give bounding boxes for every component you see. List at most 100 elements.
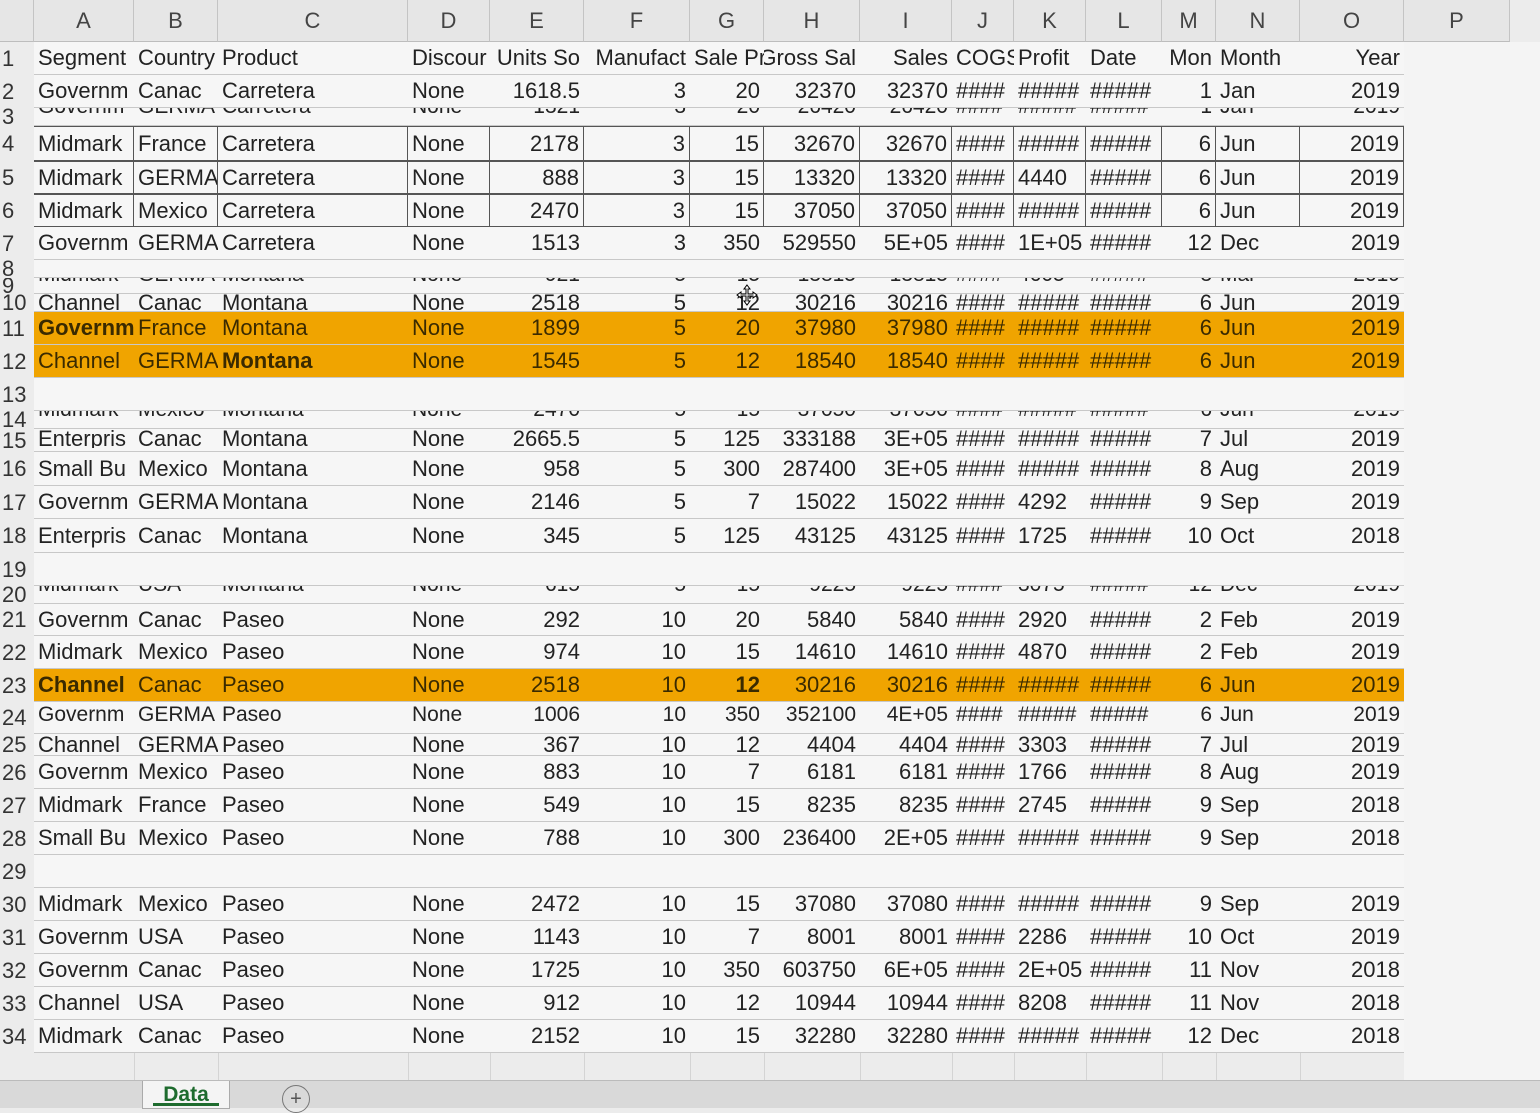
cell-e31[interactable]: 1143 bbox=[532, 924, 580, 949]
cell-j30[interactable]: #### bbox=[956, 891, 1005, 916]
cell-i3[interactable]: 26420 bbox=[860, 108, 952, 119]
cell-o30[interactable]: 2019 bbox=[1351, 891, 1400, 916]
cell-l29[interactable] bbox=[1086, 855, 1162, 887]
cell-b9[interactable]: GERMA bbox=[134, 278, 218, 287]
cell-d20[interactable]: None bbox=[408, 586, 490, 597]
cell-a29[interactable] bbox=[34, 855, 134, 887]
cell-d26[interactable]: None bbox=[412, 759, 465, 784]
cell-i31[interactable]: 8001 bbox=[899, 924, 948, 949]
cell-b23[interactable]: Canac bbox=[138, 672, 202, 697]
cell-a5[interactable]: Midmark bbox=[34, 162, 134, 193]
cell-g30[interactable]: 15 bbox=[735, 891, 760, 916]
cell-o1[interactable]: Year bbox=[1355, 45, 1400, 70]
cell-b32[interactable]: Canac bbox=[138, 957, 202, 982]
cell-l8[interactable] bbox=[1086, 260, 1162, 277]
cell-j14[interactable]: #### bbox=[952, 411, 1014, 422]
cell-g9[interactable]: 15 bbox=[690, 278, 764, 287]
cell-k17[interactable]: 4292 bbox=[1018, 489, 1067, 514]
cell-h25[interactable]: 4404 bbox=[807, 734, 856, 755]
cell-o21[interactable]: 2019 bbox=[1351, 606, 1400, 632]
column-header-p[interactable]: P bbox=[1404, 0, 1510, 42]
cell-b11[interactable]: France bbox=[138, 315, 207, 340]
cell-e29[interactable] bbox=[490, 855, 584, 887]
cell-n33[interactable]: Nov bbox=[1220, 990, 1260, 1015]
cell-f23[interactable]: 10 bbox=[661, 672, 686, 697]
cell-m11[interactable]: 6 bbox=[1199, 315, 1212, 340]
cell-j1[interactable]: COGS bbox=[956, 45, 1014, 70]
cell-k18[interactable]: 1725 bbox=[1018, 522, 1067, 548]
cell-o7[interactable]: 2019 bbox=[1351, 230, 1400, 255]
cell-k6[interactable]: ##### bbox=[1014, 195, 1086, 226]
row-header-25[interactable]: 25 bbox=[2, 734, 27, 756]
cell-m28[interactable]: 9 bbox=[1199, 825, 1212, 850]
cell-m24[interactable]: 6 bbox=[1200, 703, 1212, 726]
cell-e11[interactable]: 1899 bbox=[531, 315, 580, 340]
cell-d30[interactable]: None bbox=[412, 891, 465, 916]
cell-d16[interactable]: None bbox=[412, 455, 465, 481]
cell-k21[interactable]: 2920 bbox=[1018, 606, 1067, 632]
cell-b19[interactable] bbox=[134, 553, 218, 585]
cell-i4[interactable]: 32670 bbox=[860, 127, 952, 160]
cell-k33[interactable]: 8208 bbox=[1018, 990, 1067, 1015]
row-header-14[interactable]: 14 bbox=[2, 411, 27, 429]
row-header-34[interactable]: 34 bbox=[2, 1023, 27, 1049]
cell-g28[interactable]: 300 bbox=[723, 825, 760, 850]
cell-m20[interactable]: 12 bbox=[1162, 586, 1216, 597]
cell-m16[interactable]: 8 bbox=[1199, 455, 1212, 481]
cell-d9[interactable]: None bbox=[408, 278, 490, 287]
cell-l1[interactable]: Date bbox=[1090, 45, 1137, 70]
cell-o13[interactable] bbox=[1300, 378, 1404, 410]
cell-l2[interactable]: ##### bbox=[1090, 78, 1152, 103]
cell-l18[interactable]: ##### bbox=[1090, 522, 1152, 548]
cell-m18[interactable]: 10 bbox=[1187, 522, 1212, 548]
cell-n8[interactable] bbox=[1216, 260, 1300, 277]
cell-b14[interactable]: Mexico bbox=[134, 411, 218, 422]
cell-g6[interactable]: 15 bbox=[690, 195, 764, 226]
row-header-11[interactable]: 11 bbox=[2, 315, 25, 341]
cell-i13[interactable] bbox=[860, 378, 952, 410]
cell-i10[interactable]: 30216 bbox=[886, 294, 948, 311]
row-header-10[interactable]: 10 bbox=[2, 294, 27, 312]
cell-e33[interactable]: 912 bbox=[543, 990, 580, 1015]
cell-e20[interactable]: 615 bbox=[490, 586, 584, 597]
cell-c14[interactable]: Montana bbox=[218, 411, 408, 422]
row-header-30[interactable]: 30 bbox=[2, 891, 27, 917]
cell-a23[interactable]: Channel bbox=[38, 672, 125, 697]
cell-o10[interactable]: 2019 bbox=[1351, 294, 1400, 311]
cell-a7[interactable]: Governm bbox=[38, 230, 129, 255]
cell-a1[interactable]: Segment bbox=[38, 45, 127, 70]
cell-c6[interactable]: Carretera bbox=[218, 195, 408, 226]
cell-l12[interactable]: ##### bbox=[1090, 348, 1152, 373]
cell-j28[interactable]: #### bbox=[956, 825, 1005, 850]
cell-o19[interactable] bbox=[1300, 553, 1404, 585]
cell-d8[interactable] bbox=[408, 260, 490, 277]
cell-d24[interactable]: None bbox=[412, 703, 463, 726]
cell-g21[interactable]: 20 bbox=[735, 606, 760, 632]
cell-j23[interactable]: #### bbox=[956, 672, 1005, 697]
cell-j11[interactable]: #### bbox=[956, 315, 1005, 340]
cell-m5[interactable]: 6 bbox=[1162, 162, 1216, 193]
cell-c20[interactable]: Montana bbox=[218, 586, 408, 597]
cell-a17[interactable]: Governm bbox=[38, 489, 129, 514]
column-header-j[interactable]: J bbox=[952, 0, 1014, 42]
cell-k7[interactable]: 1E+05 bbox=[1018, 230, 1083, 255]
cell-l13[interactable] bbox=[1086, 378, 1162, 410]
cell-m12[interactable]: 6 bbox=[1199, 348, 1212, 373]
cell-d31[interactable]: None bbox=[412, 924, 465, 949]
cell-j31[interactable]: #### bbox=[956, 924, 1005, 949]
cell-k3[interactable]: ##### bbox=[1014, 108, 1086, 119]
cell-i9[interactable]: 13815 bbox=[860, 278, 952, 287]
cell-n13[interactable] bbox=[1216, 378, 1300, 410]
cell-g19[interactable] bbox=[690, 553, 764, 585]
cell-h4[interactable]: 32670 bbox=[764, 127, 860, 160]
cell-a15[interactable]: Enterpris bbox=[38, 429, 127, 448]
cell-g34[interactable]: 15 bbox=[735, 1023, 760, 1048]
cell-d19[interactable] bbox=[408, 553, 490, 585]
cell-m31[interactable]: 10 bbox=[1187, 924, 1212, 949]
cell-f7[interactable]: 3 bbox=[673, 230, 686, 255]
cell-k1[interactable]: Profit bbox=[1018, 45, 1070, 70]
column-header-e[interactable]: E bbox=[490, 0, 584, 42]
cell-m10[interactable]: 6 bbox=[1199, 294, 1212, 311]
cell-i22[interactable]: 14610 bbox=[886, 639, 948, 664]
cell-l11[interactable]: ##### bbox=[1090, 315, 1152, 340]
